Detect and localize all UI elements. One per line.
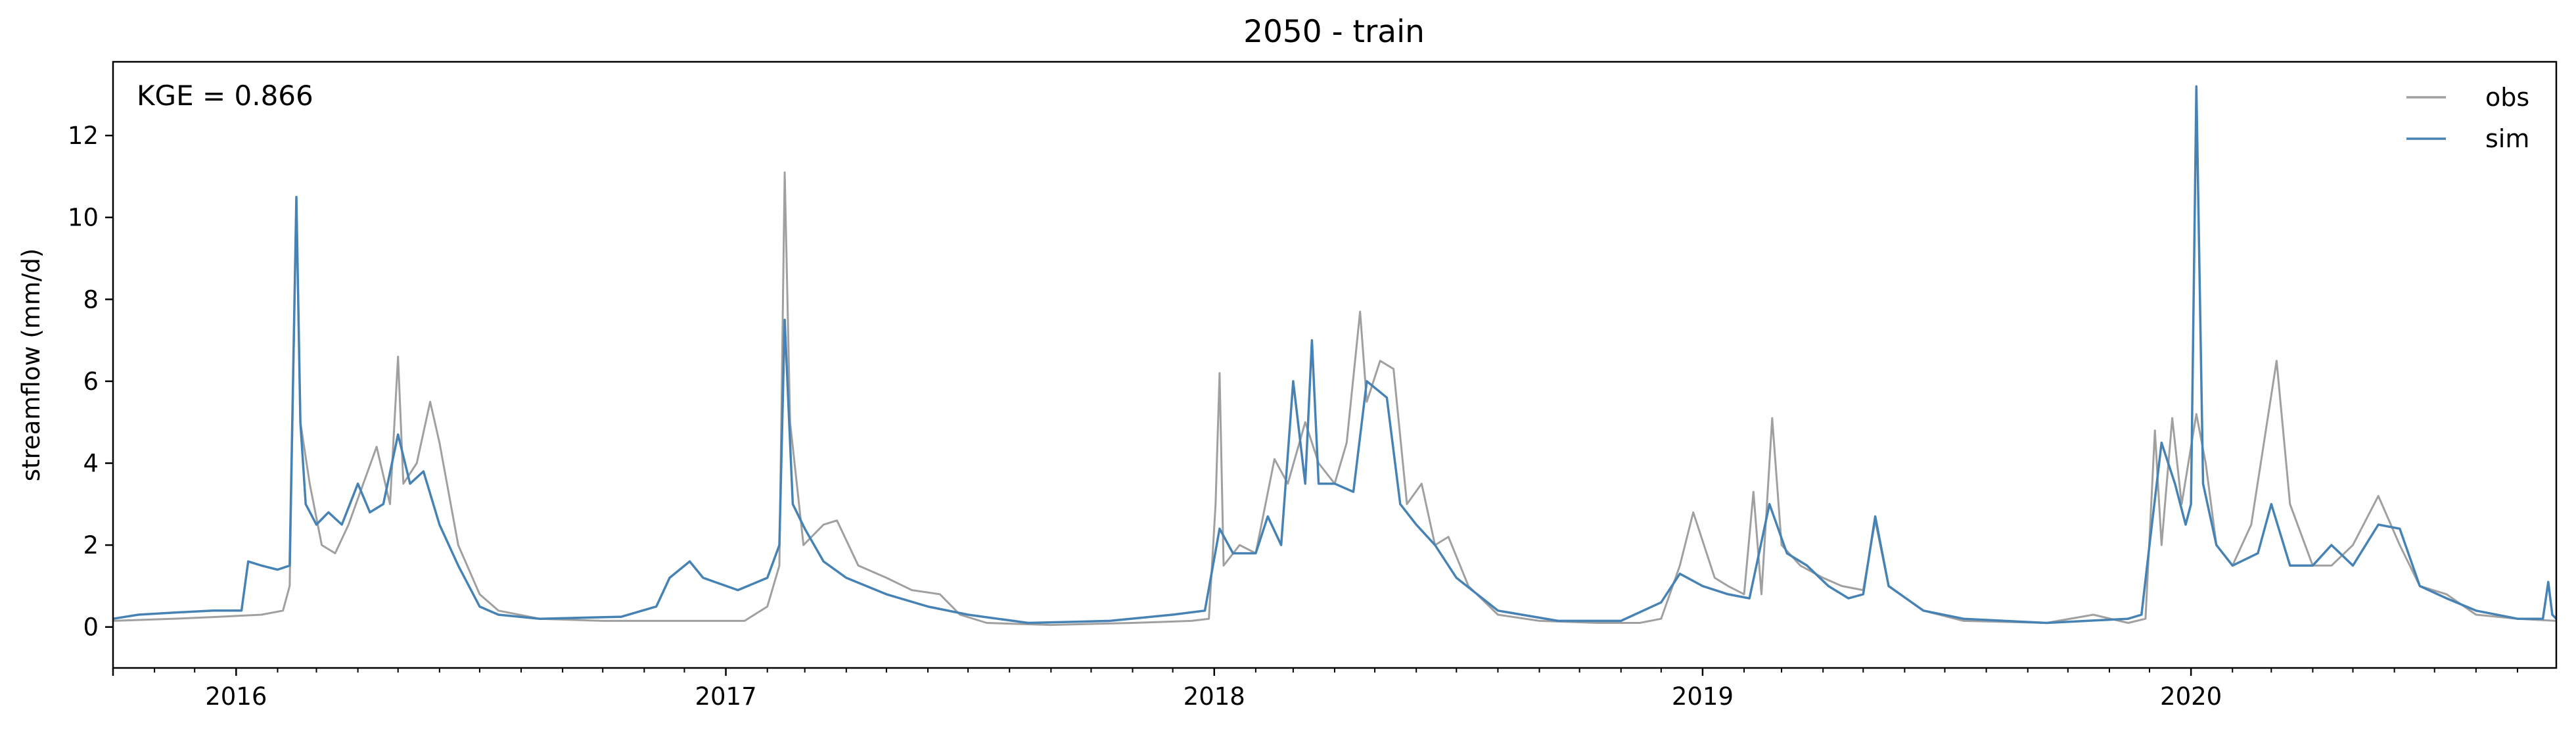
x-tick-label: 2018 <box>1184 682 1245 711</box>
kge-annotation: KGE = 0.866 <box>137 80 313 112</box>
series-line-obs <box>112 171 2557 627</box>
x-tick-label: 2017 <box>695 682 756 711</box>
x-tick-label: 2016 <box>205 682 267 711</box>
y-tick-label: 4 <box>83 450 99 478</box>
series-line-sim <box>112 85 2558 625</box>
y-tick-label: 2 <box>83 531 99 559</box>
y-tick-label: 12 <box>68 122 99 150</box>
legend-sim-label: sim <box>2485 124 2529 153</box>
plot-frame <box>112 60 2558 669</box>
series-layer <box>112 85 2558 627</box>
x-tick-label: 2020 <box>2160 682 2222 711</box>
legend-obs-label: obs <box>2485 83 2529 112</box>
y-tick-label: 8 <box>83 285 99 314</box>
y-tick-label: 0 <box>83 613 99 642</box>
y-tick-label: 6 <box>83 368 99 396</box>
y-axis-label: streamflow (mm/d) <box>17 249 45 482</box>
x-tick-label: 2019 <box>1672 682 1734 711</box>
axes-layer: 0 2 4 6 8 10 12 2016 2017 2018 2019 2020 <box>68 122 2518 711</box>
chart-title: 2050 - train <box>1243 14 1425 50</box>
y-tick-label: 10 <box>68 204 99 232</box>
legend: obs sim <box>2406 83 2529 153</box>
